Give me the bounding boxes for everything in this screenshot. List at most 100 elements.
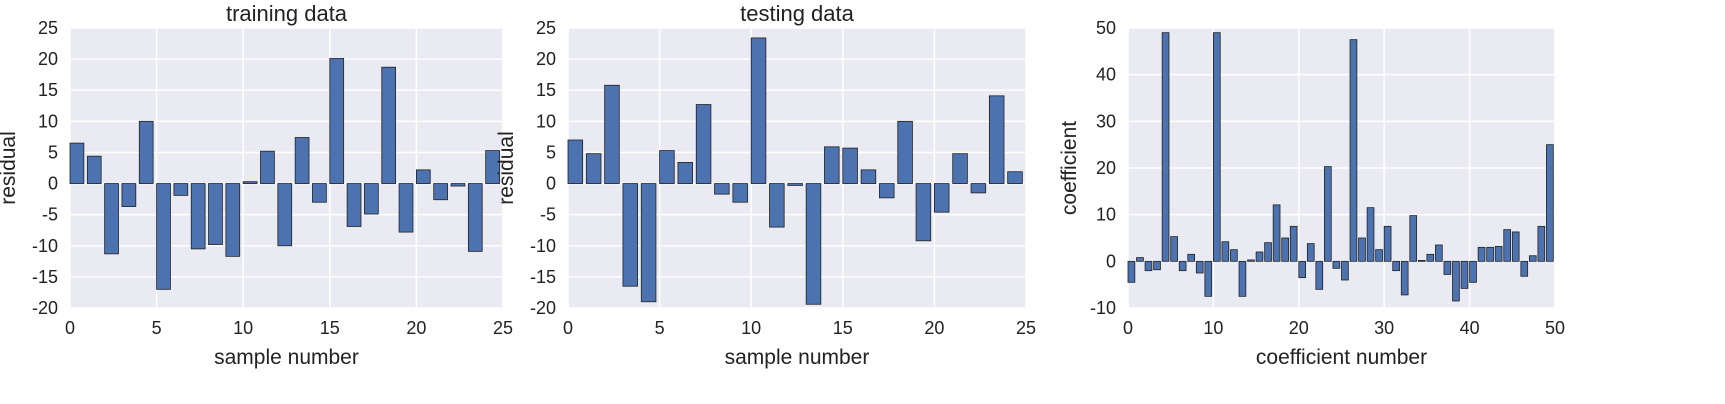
y-tick-label: 5 [546, 142, 556, 162]
bar [433, 183, 448, 201]
bar [190, 183, 206, 250]
bar [1435, 244, 1443, 262]
x-tick-label: 15 [320, 318, 340, 338]
y-tick-label: -5 [42, 205, 58, 225]
bar [173, 183, 189, 196]
bar [952, 153, 968, 184]
x-axis-label: coefficient number [1256, 346, 1427, 369]
bar [750, 37, 767, 184]
bar [659, 150, 675, 184]
chart-training-data: 0 5 10 15 20 25 -20 -15 -10 -5 0 5 10 15 20 25 training … [0, 1, 513, 369]
bar [934, 183, 950, 213]
bar [897, 120, 913, 184]
bar [970, 183, 987, 194]
bar [714, 183, 730, 195]
bar [1503, 229, 1511, 262]
x-tick-label: 10 [1203, 318, 1223, 338]
bar [1400, 260, 1409, 296]
bar [1537, 225, 1546, 262]
bar [1007, 171, 1023, 184]
bar [1324, 166, 1332, 262]
bar [1375, 249, 1383, 262]
chart-coefficients: 0 10 20 30 40 50 -10 0 10 20 30 40 50 coefficient num… [1058, 18, 1565, 369]
bar [1443, 260, 1452, 275]
y-tick-label: -20 [530, 298, 556, 318]
bar [695, 104, 712, 184]
bar [640, 183, 657, 303]
bar [1546, 144, 1554, 262]
x-tick-label: 5 [152, 318, 162, 338]
bar [1520, 260, 1529, 277]
chart-title: training data [226, 1, 348, 26]
bar [1392, 260, 1400, 272]
y-tick-label: 50 [1096, 18, 1116, 38]
bar [1528, 255, 1537, 262]
y-tick-label: 5 [48, 142, 58, 162]
bar [1127, 260, 1136, 283]
bar [1332, 260, 1341, 269]
x-tick-label: 20 [1289, 318, 1309, 338]
x-tick-label: 25 [493, 318, 513, 338]
bar [1349, 39, 1358, 262]
bar [1204, 260, 1213, 297]
bar [450, 183, 466, 187]
bar [1409, 215, 1418, 262]
y-tick-label: -15 [32, 267, 58, 287]
bar [1281, 237, 1289, 262]
bar [346, 183, 362, 227]
bar [104, 183, 119, 255]
y-tick-label: 20 [536, 49, 556, 69]
bar [677, 161, 693, 184]
bar [277, 183, 293, 247]
bar [1358, 237, 1366, 262]
bar [805, 183, 822, 305]
y-tick-label: 25 [38, 18, 58, 38]
x-tick-label: 15 [833, 318, 853, 338]
bar [1306, 243, 1315, 262]
x-tick-label: 10 [233, 318, 253, 338]
y-tick-label: 20 [1096, 158, 1116, 178]
bar [1153, 260, 1161, 271]
y-tick-label: 15 [38, 80, 58, 100]
bar [879, 183, 895, 199]
bar [1238, 260, 1247, 297]
bar [294, 137, 310, 184]
y-tick-label: -10 [32, 236, 58, 256]
x-tick-label: 0 [65, 318, 75, 338]
bar [1366, 207, 1375, 262]
x-tick-label: 50 [1545, 318, 1565, 338]
bar [415, 169, 431, 184]
x-tick-label: 40 [1460, 318, 1480, 338]
bar [69, 142, 85, 184]
bar [988, 95, 1005, 184]
bar [915, 183, 932, 242]
bar [260, 150, 275, 184]
bar [381, 66, 397, 184]
bar [242, 181, 258, 184]
bar [1452, 260, 1460, 302]
bar [467, 183, 483, 252]
bar [1486, 246, 1494, 262]
x-tick-label: 20 [924, 318, 944, 338]
bar [1315, 260, 1324, 290]
bar [1469, 260, 1477, 283]
y-tick-label: 10 [38, 111, 58, 131]
bar [1494, 245, 1503, 262]
bar [1178, 260, 1187, 272]
bar [364, 183, 379, 215]
bar [329, 58, 345, 184]
bar [1298, 260, 1307, 279]
bar [1221, 241, 1230, 262]
bar [121, 183, 137, 207]
x-tick-label: 30 [1374, 318, 1394, 338]
plot-area [70, 28, 503, 308]
bar [225, 183, 241, 257]
bar [769, 183, 785, 228]
y-tick-label: -20 [32, 298, 58, 318]
x-axis-label: sample number [214, 346, 359, 369]
x-tick-label: 25 [1016, 318, 1036, 338]
bar [1255, 251, 1264, 262]
y-tick-label: 40 [1096, 65, 1116, 85]
y-tick-label: 25 [536, 18, 556, 38]
chart-testing-data: 0 5 10 15 20 25 -20 -15 -10 -5 0 5 10 15 20 25 testing d… [495, 1, 1036, 369]
